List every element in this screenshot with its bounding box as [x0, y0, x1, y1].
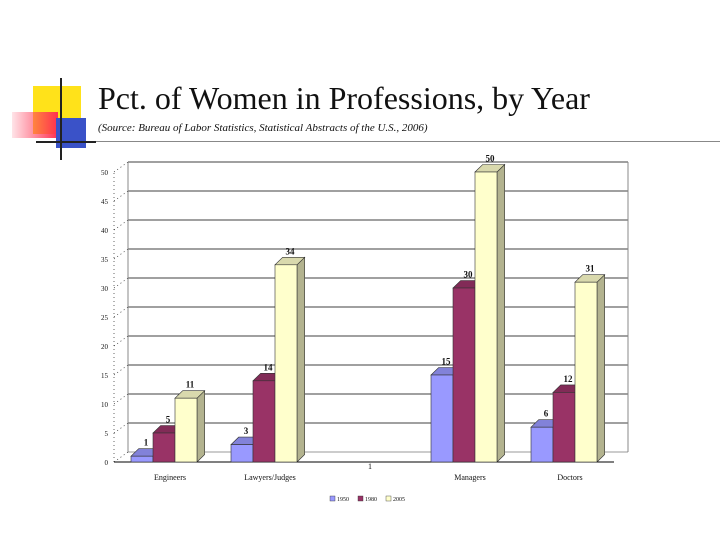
y-tick-label: 45	[101, 198, 109, 206]
bar-side-face	[596, 273, 606, 463]
legend-swatch	[329, 495, 336, 502]
bar-side-face	[296, 256, 306, 463]
side-wall-tick	[113, 364, 129, 376]
bar-side-face	[196, 389, 205, 463]
side-wall-tick	[113, 306, 129, 318]
decor-vertical-line	[60, 78, 62, 160]
data-label: 34	[286, 246, 296, 256]
y-tick-label: 25	[101, 314, 109, 322]
side-wall-tick	[113, 248, 129, 260]
x-tick-label: Managers	[454, 473, 486, 482]
y-tick-label: 40	[101, 227, 109, 235]
x-tick-label: Engineers	[154, 473, 186, 482]
bar	[174, 397, 198, 463]
bar-side-face	[496, 163, 506, 463]
data-label: 6	[544, 409, 549, 419]
y-tick-label: 5	[105, 430, 109, 438]
bar	[230, 444, 254, 463]
data-label: 15	[442, 357, 452, 367]
slide-subtitle: (Source: Bureau of Labor Statistics, Sta…	[98, 122, 428, 134]
side-wall-tick	[113, 451, 129, 463]
data-label: 5	[166, 415, 171, 425]
y-tick-label: 20	[101, 343, 109, 351]
slide-title: Pct. of Women in Professions, by Year	[98, 80, 590, 116]
data-label: 12	[564, 374, 574, 384]
bar	[430, 374, 454, 463]
side-wall-tick	[113, 393, 129, 405]
side-wall-tick	[113, 190, 129, 202]
side-wall-tick	[113, 219, 129, 231]
bar	[152, 432, 176, 463]
bar	[552, 392, 576, 463]
legend-swatch	[357, 495, 364, 502]
decor-red-bar	[12, 112, 58, 138]
side-wall-tick	[113, 161, 129, 173]
bar	[574, 281, 598, 463]
side-wall-tick	[113, 277, 129, 289]
bar	[130, 455, 154, 463]
decor-horizontal-line	[36, 141, 96, 143]
x-tick-label: Lawyers/Judges	[244, 473, 296, 482]
y-tick-label: 10	[101, 401, 109, 409]
data-label: 14	[264, 362, 274, 372]
extra-label: 1	[368, 462, 372, 471]
data-label: 3	[244, 426, 249, 436]
y-tick-label: 15	[101, 372, 109, 380]
data-label: 11	[186, 380, 195, 390]
x-tick-label: Doctors	[557, 473, 582, 482]
bar	[530, 426, 554, 463]
y-tick-label: 0	[105, 459, 109, 467]
side-wall-tick	[113, 422, 129, 434]
bar	[474, 171, 498, 463]
side-wall-tick	[113, 335, 129, 347]
bar	[252, 380, 276, 463]
legend-swatch	[385, 495, 392, 502]
legend-label: 1950	[337, 497, 349, 503]
data-label: 31	[586, 264, 596, 274]
y-tick-label: 30	[101, 285, 109, 293]
legend-label: 2005	[393, 497, 405, 503]
data-label: 30	[464, 270, 474, 280]
title-underline	[36, 141, 720, 142]
bar	[274, 264, 298, 463]
data-label: 50	[486, 154, 496, 164]
y-tick-label: 35	[101, 256, 109, 264]
y-tick-label: 50	[101, 169, 109, 177]
legend-label: 1980	[365, 497, 377, 503]
bar	[452, 287, 476, 463]
data-label: 1	[144, 438, 149, 448]
